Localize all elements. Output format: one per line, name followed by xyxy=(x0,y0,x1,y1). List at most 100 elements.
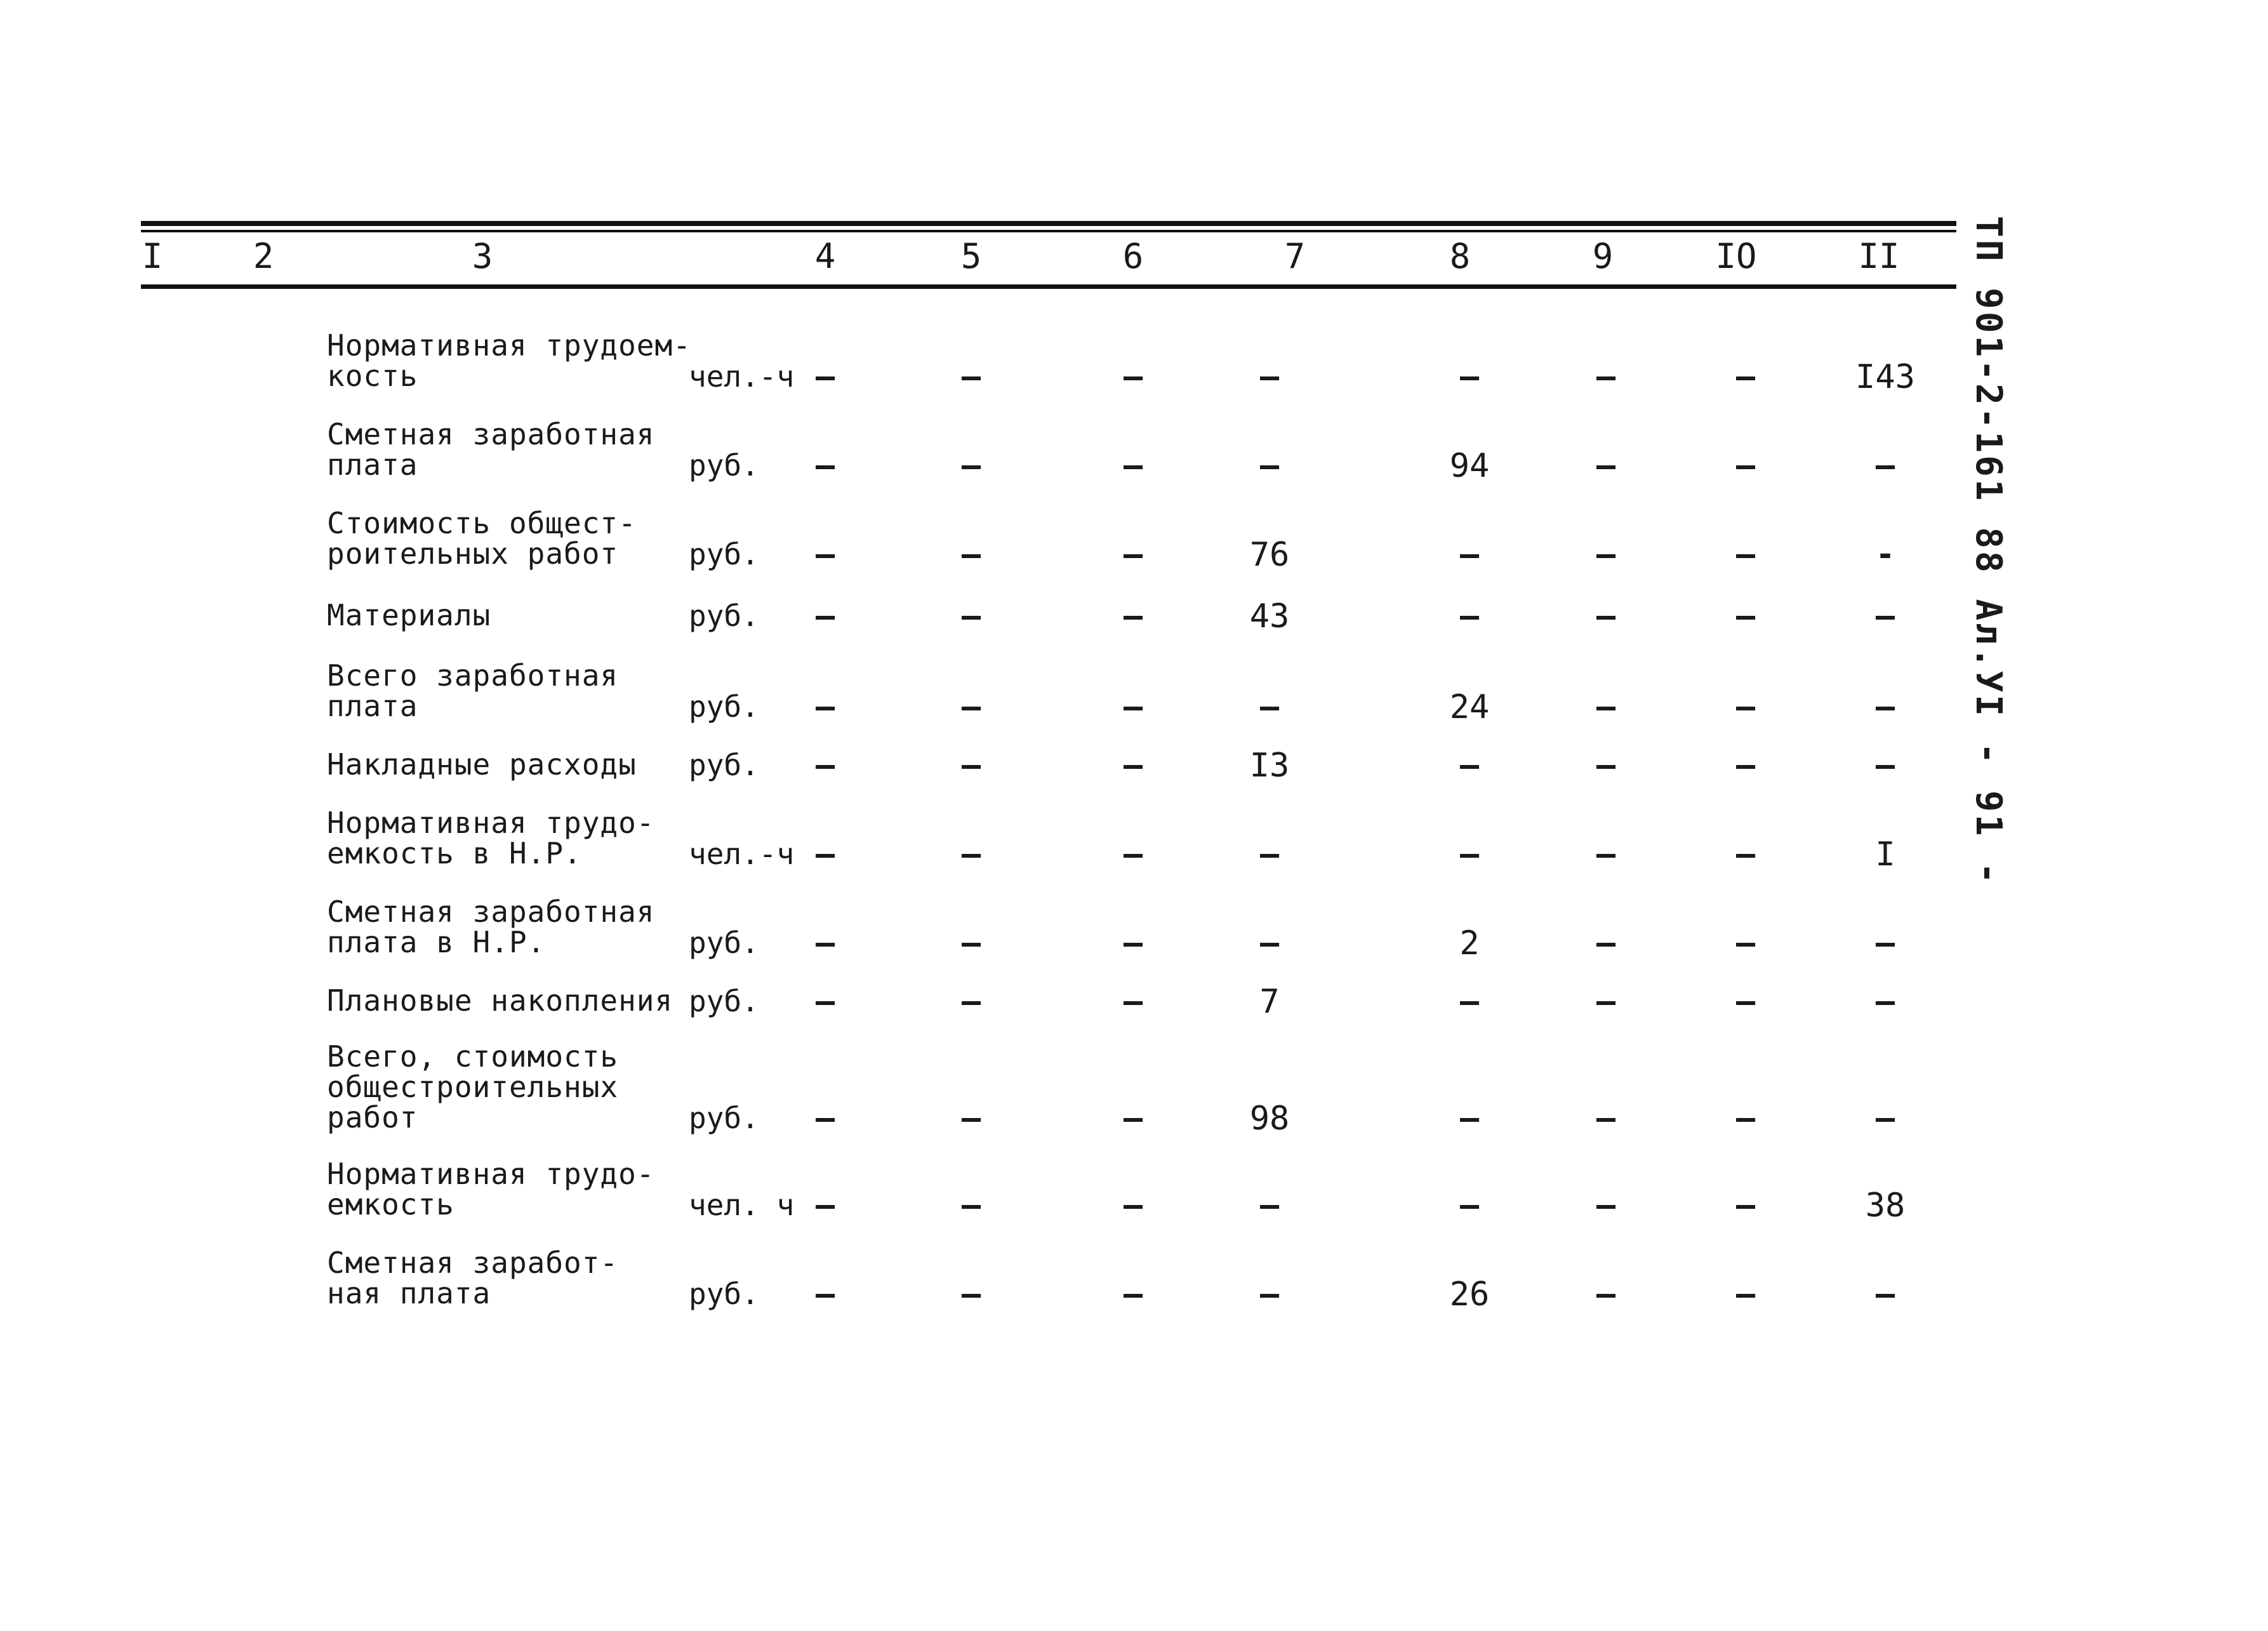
table-cell: – xyxy=(1596,1100,1616,1136)
table-top-rule xyxy=(141,221,1956,226)
table-cell: – xyxy=(961,536,981,573)
table-cell: – xyxy=(961,358,981,395)
table-cell: – xyxy=(1123,924,1143,961)
table-cell: – xyxy=(961,688,981,725)
table-cell: – xyxy=(1596,358,1616,395)
column-header-3: 3 xyxy=(472,236,493,276)
table-cell: I xyxy=(1875,835,1895,874)
row-label: Всего, стоимость общестроительных работ xyxy=(327,1039,619,1135)
table-cell: – xyxy=(1735,688,1756,725)
row-label: Сметная заработ- ная плата xyxy=(327,1246,619,1310)
table-cell: – xyxy=(1123,358,1143,395)
table-cell: – xyxy=(1735,536,1756,573)
table-cell: – xyxy=(1875,688,1895,725)
table-cell: – xyxy=(961,1100,981,1136)
table-cell: – xyxy=(1259,835,1280,872)
column-header-8: 8 xyxy=(1449,236,1471,276)
table-cell: – xyxy=(1259,447,1280,484)
table-top-rule-thin xyxy=(141,230,1956,232)
table-cell: – xyxy=(815,597,835,634)
table-cell: – xyxy=(1596,924,1616,961)
row-unit: руб. xyxy=(689,748,759,782)
table-cell: – xyxy=(815,688,835,725)
table-cell: – xyxy=(815,1275,835,1312)
table-header-rule xyxy=(141,284,1956,289)
table-cell: – xyxy=(1459,835,1480,872)
table-cell: – xyxy=(1459,597,1480,634)
row-label: Нормативная трудо- емкость в Н.Р. xyxy=(327,806,655,870)
table-cell: – xyxy=(1259,1187,1280,1223)
side-caption: ТП 901-2-161 88 Ал.УI - 91 - xyxy=(1968,216,2009,887)
table-cell: 7 xyxy=(1259,983,1280,1021)
table-cell: – xyxy=(1459,983,1480,1020)
column-header-1: I xyxy=(142,236,163,276)
table-cell: – xyxy=(815,536,835,573)
table-cell: – xyxy=(1123,1100,1143,1136)
table-cell: – xyxy=(1596,983,1616,1020)
table-cell: 26 xyxy=(1449,1275,1490,1314)
table-cell: – xyxy=(1875,924,1895,961)
row-label: Нормативная трудоем- кость xyxy=(327,328,691,393)
table-cell: – xyxy=(1459,1187,1480,1223)
table-cell: 2 xyxy=(1459,924,1480,962)
table-cell: – xyxy=(1735,835,1756,872)
table-cell: – xyxy=(815,835,835,872)
row-unit: руб. xyxy=(689,984,759,1018)
table-cell: – xyxy=(1735,1100,1756,1136)
table-cell: – xyxy=(1596,688,1616,725)
row-unit: руб. xyxy=(689,1101,759,1135)
table-cell: – xyxy=(1875,1100,1895,1136)
table-cell: – xyxy=(1459,358,1480,395)
row-label: Накладные расходы xyxy=(327,747,637,782)
table-cell: – xyxy=(1459,536,1480,573)
table-cell: – xyxy=(1259,358,1280,395)
table-cell: – xyxy=(961,924,981,961)
table-cell: – xyxy=(1459,747,1480,783)
table-cell: – xyxy=(1123,597,1143,634)
table-cell: – xyxy=(1875,747,1895,783)
table-cell: – xyxy=(1596,597,1616,634)
table-cell: – xyxy=(1259,1275,1280,1312)
row-label: Плановые накопления xyxy=(327,983,673,1018)
row-unit: чел.-ч xyxy=(689,837,795,871)
table-cell: – xyxy=(1875,597,1895,634)
table-cell: – xyxy=(1259,688,1280,725)
column-header-11: II xyxy=(1858,236,1900,276)
table-cell: – xyxy=(815,358,835,395)
table-cell: – xyxy=(1875,1275,1895,1312)
row-label: Нормативная трудо- емкость xyxy=(327,1157,655,1222)
table-cell: 24 xyxy=(1449,688,1490,726)
table-cell: I3 xyxy=(1249,747,1290,785)
row-unit: руб. xyxy=(689,537,759,571)
table-cell: – xyxy=(1259,924,1280,961)
table-cell: – xyxy=(815,924,835,961)
table-cell: – xyxy=(961,747,981,783)
table-cell: – xyxy=(1735,597,1756,634)
table-cell: – xyxy=(1459,1100,1480,1136)
table-cell: – xyxy=(1596,747,1616,783)
table-cell: – xyxy=(1735,747,1756,783)
column-header-7: 7 xyxy=(1284,236,1306,276)
column-header-10: IO xyxy=(1715,236,1757,276)
table-cell: – xyxy=(815,447,835,484)
row-label: Сметная заработная плата в Н.Р. xyxy=(327,895,655,959)
table-cell: 98 xyxy=(1249,1100,1290,1138)
row-unit: чел.-ч xyxy=(689,359,795,394)
table-cell: 94 xyxy=(1449,447,1490,485)
table-cell: – xyxy=(1735,924,1756,961)
table-cell: – xyxy=(1123,688,1143,725)
column-header-9: 9 xyxy=(1592,236,1614,276)
table-cell: – xyxy=(1735,983,1756,1020)
row-unit: руб. xyxy=(689,926,759,960)
table-cell: – xyxy=(961,983,981,1020)
table-cell: – xyxy=(1596,536,1616,573)
row-unit: чел. ч xyxy=(689,1188,795,1222)
row-label: Стоимость общест- роительных работ xyxy=(327,506,637,571)
table-cell: 43 xyxy=(1249,597,1290,636)
table-cell: - xyxy=(1875,536,1895,573)
table-cell: – xyxy=(1596,447,1616,484)
table-cell: – xyxy=(961,447,981,484)
row-unit: руб. xyxy=(689,599,759,633)
table-cell: – xyxy=(1735,1187,1756,1223)
column-header-6: 6 xyxy=(1122,236,1144,276)
